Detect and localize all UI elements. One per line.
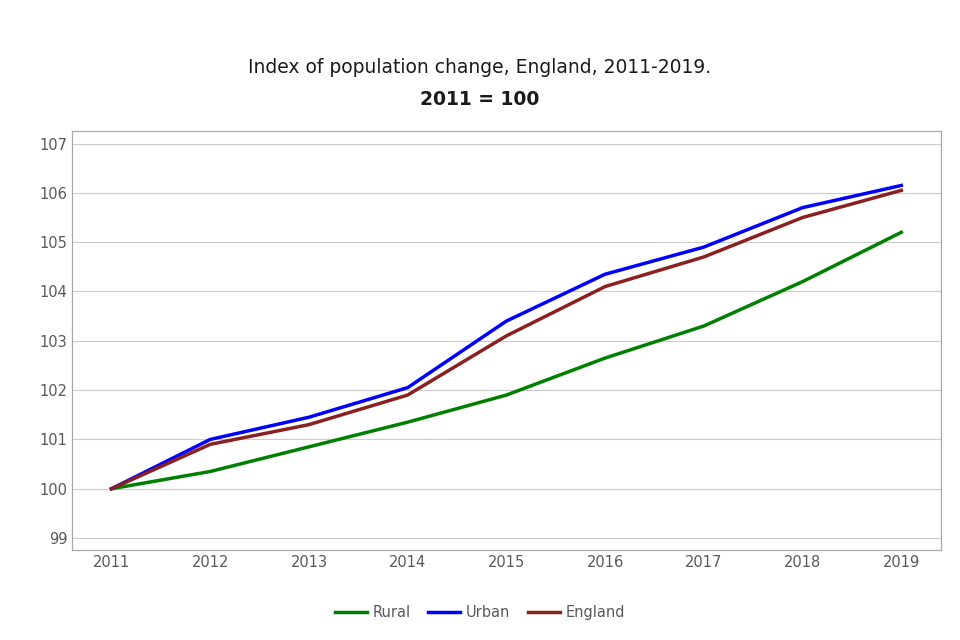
England	[698, 253, 709, 261]
Urban	[698, 243, 709, 251]
Urban	[500, 317, 512, 325]
Rural	[698, 322, 709, 330]
England	[797, 214, 808, 221]
Rural	[500, 391, 512, 399]
Urban	[303, 413, 315, 421]
Text: 2011 = 100: 2011 = 100	[420, 90, 540, 109]
England	[402, 391, 414, 399]
Urban	[204, 436, 216, 444]
England	[303, 421, 315, 429]
Urban	[896, 182, 907, 189]
Rural	[896, 228, 907, 236]
Rural	[204, 468, 216, 476]
England	[106, 485, 117, 493]
Urban	[402, 384, 414, 392]
England	[896, 186, 907, 194]
Text: Index of population change, England, 2011-2019.: Index of population change, England, 201…	[249, 58, 711, 77]
Urban	[599, 270, 611, 278]
Rural	[797, 278, 808, 285]
England	[204, 440, 216, 448]
Rural	[303, 443, 315, 451]
Urban	[797, 204, 808, 211]
Line: England: England	[111, 190, 901, 489]
Line: Rural: Rural	[111, 232, 901, 489]
Urban	[106, 485, 117, 493]
England	[500, 332, 512, 340]
Rural	[402, 419, 414, 426]
Rural	[106, 485, 117, 493]
England	[599, 283, 611, 291]
Legend: Rural, Urban, England: Rural, Urban, England	[328, 600, 632, 627]
Line: Urban: Urban	[111, 186, 901, 489]
Rural	[599, 354, 611, 362]
